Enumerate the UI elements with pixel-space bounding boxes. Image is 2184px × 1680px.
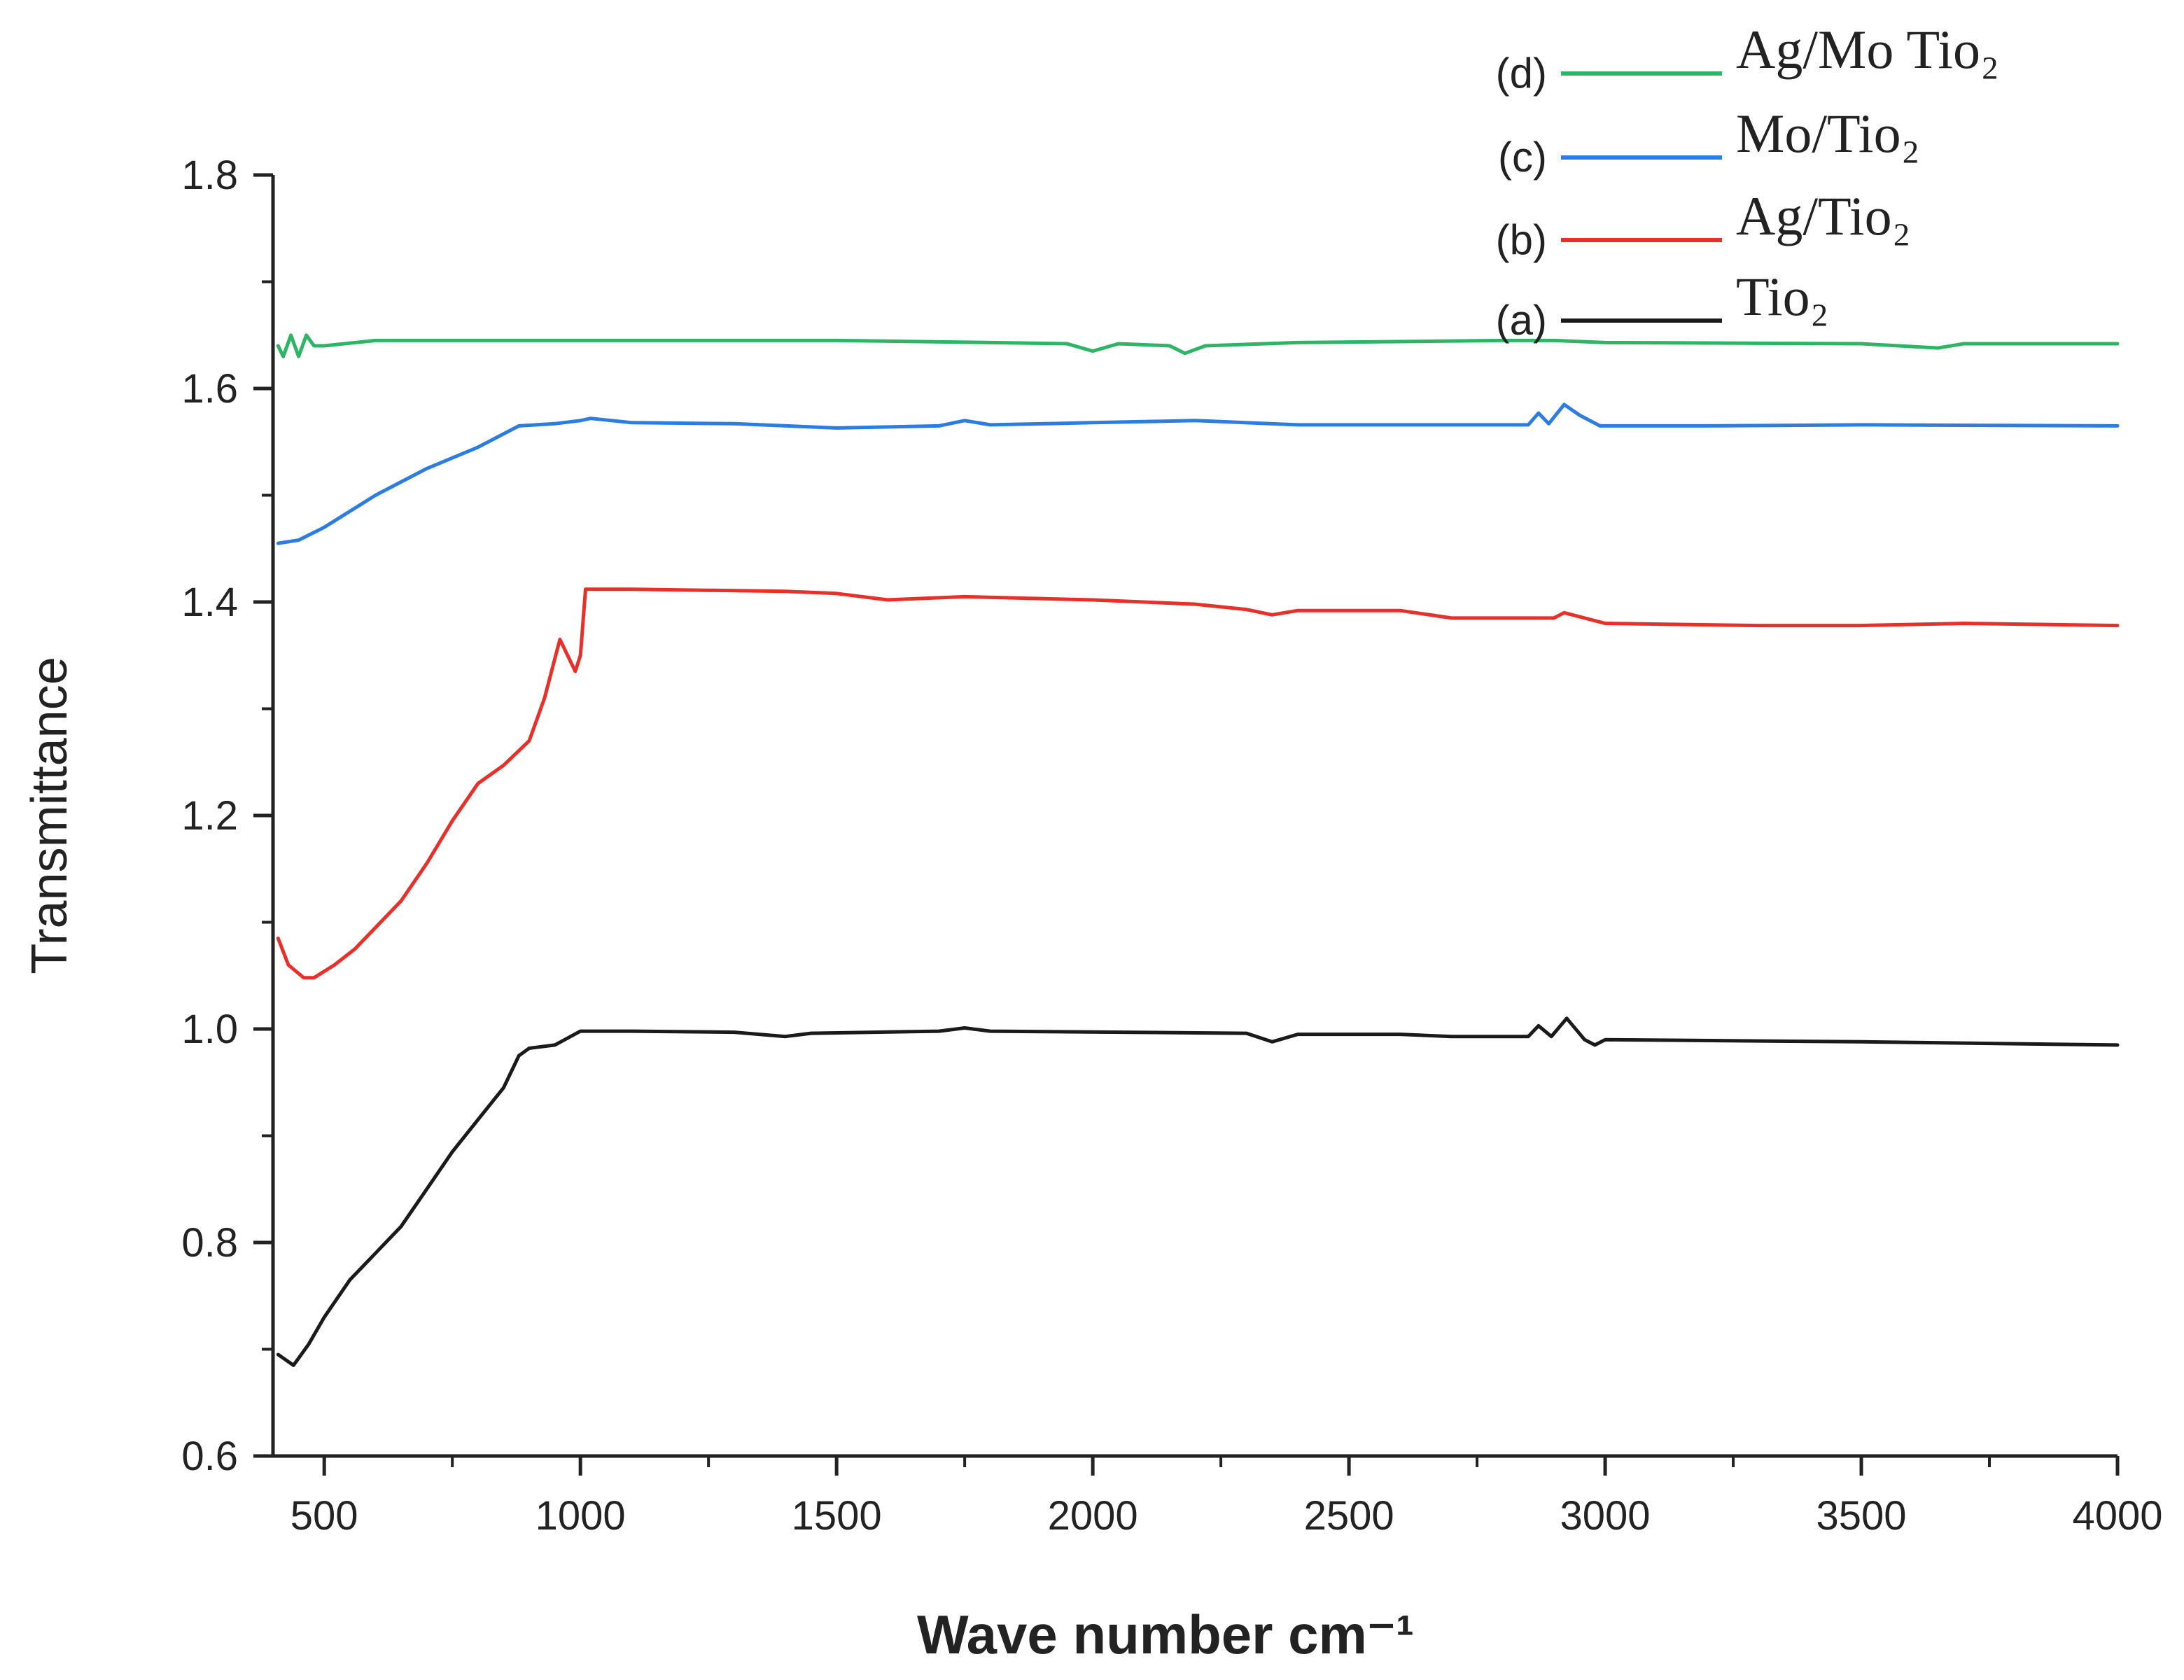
y-tick-label: 1.0 — [181, 1007, 238, 1052]
legend-letter-b: (b) — [1496, 216, 1547, 263]
axes-layer — [271, 175, 2118, 1458]
legend-letter-a: (a) — [1496, 297, 1547, 344]
series-line-c — [276, 402, 2120, 545]
series-line-d — [276, 333, 2120, 358]
series-line-b — [276, 587, 2120, 980]
series-line-a — [276, 1016, 2120, 1367]
x-tick-label: 3500 — [1816, 1493, 1907, 1539]
x-tick-label: 2000 — [1048, 1493, 1138, 1539]
x-tick-label: 1000 — [536, 1493, 626, 1539]
x-tick-label: 1500 — [792, 1493, 882, 1539]
legend-label-a: Tio₂ — [1736, 266, 1829, 327]
x-tick-label: 3000 — [1560, 1493, 1651, 1539]
x-axis-title: Wave number cm⁻¹ — [917, 1604, 1414, 1665]
y-tick-label: 1.8 — [181, 153, 238, 198]
y-tick-label: 1.2 — [181, 793, 238, 839]
ticks-layer: 500 1000 1500 2000 2500 3000 3500 4000 0.6 0.8 1.0… — [181, 153, 2162, 1539]
legend-label-b: Ag/Tio₂ — [1736, 186, 1911, 246]
y-axis-title: Transmittance — [22, 657, 78, 974]
series-layer — [276, 333, 2120, 1367]
x-tick-label: 4000 — [2072, 1493, 2162, 1539]
x-tick-label: 500 — [290, 1493, 358, 1539]
legend-letter-c: (c) — [1498, 134, 1547, 181]
legend-label-d: Ag/Mo Tio₂ — [1736, 19, 1999, 80]
legend-letter-d: (d) — [1496, 50, 1547, 97]
y-tick-label: 0.8 — [181, 1220, 238, 1266]
y-tick-label: 0.6 — [181, 1434, 238, 1479]
legend-label-c: Mo/Tio₂ — [1736, 103, 1920, 164]
y-tick-label: 1.6 — [181, 366, 238, 412]
legend: (d) Ag/Mo Tio₂ (c) Mo/Tio₂ (b) Ag/Tio₂ (a) Tio₂ — [1496, 19, 2000, 344]
x-tick-label: 2500 — [1304, 1493, 1394, 1539]
y-tick-label: 1.4 — [181, 580, 238, 625]
